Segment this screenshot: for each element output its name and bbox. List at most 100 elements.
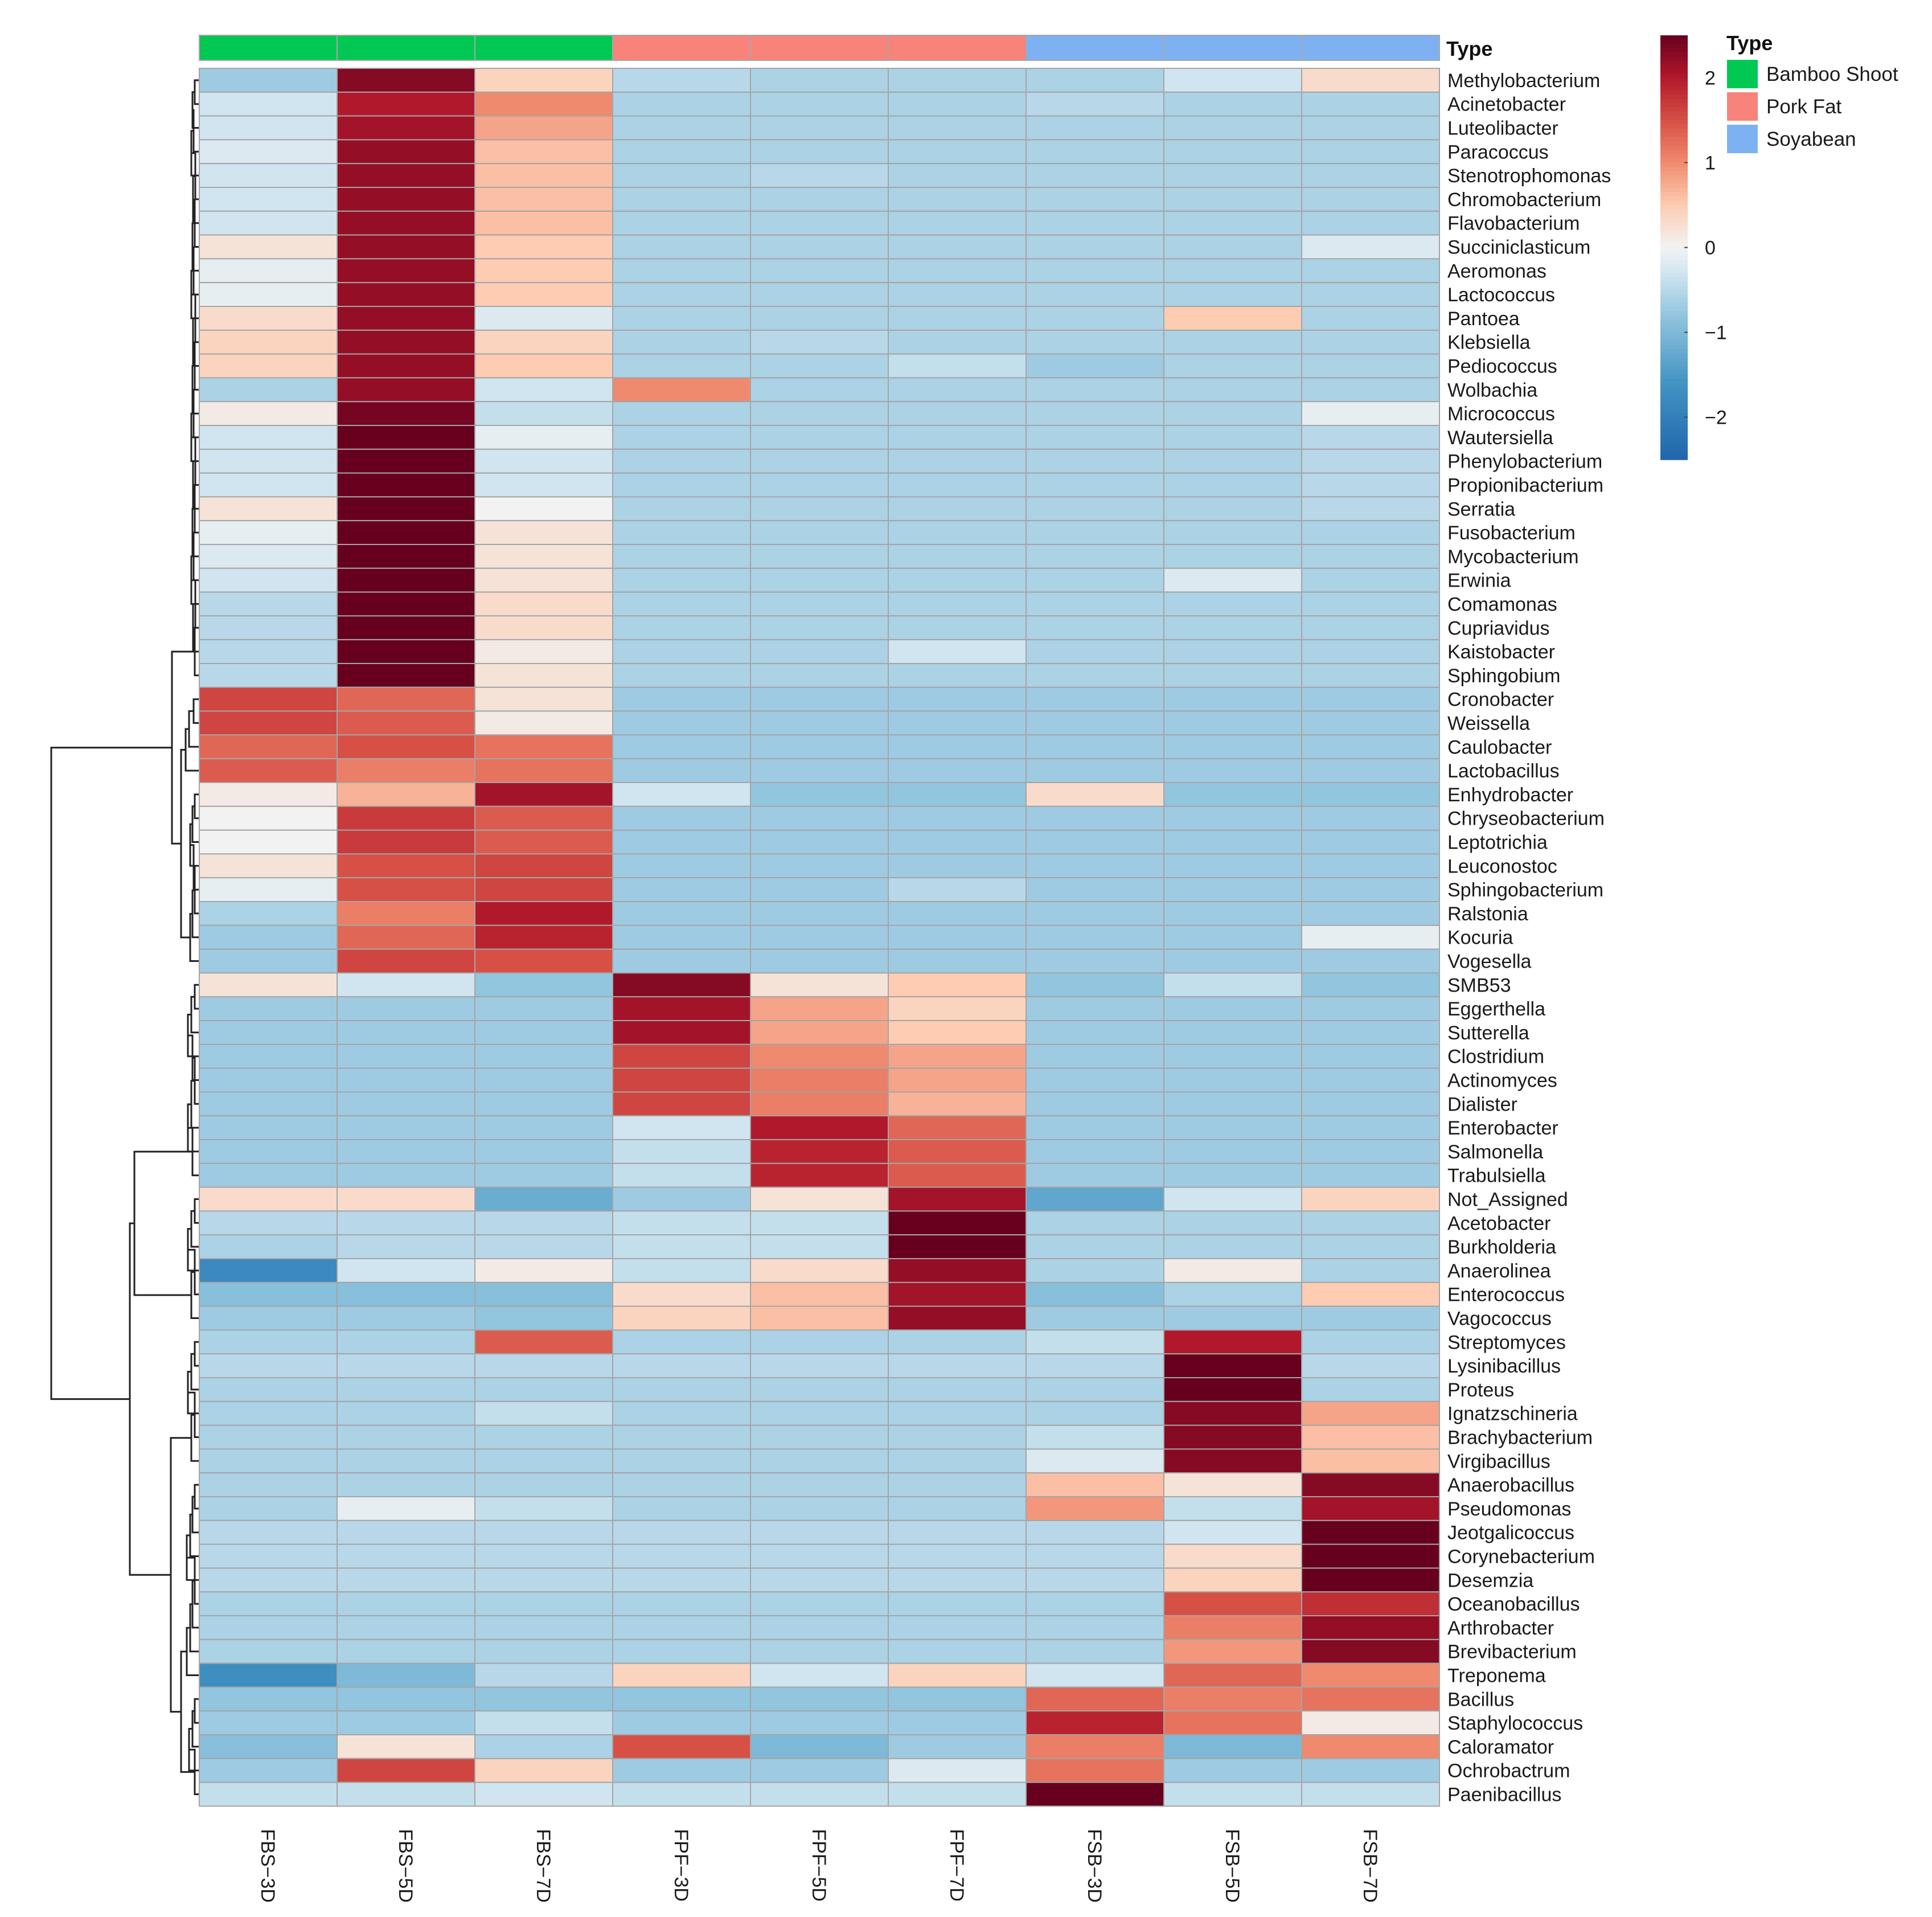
colorbar-segment (1660, 341, 1688, 346)
heatmap-cell (199, 1091, 338, 1117)
heatmap-cell (1026, 1305, 1164, 1331)
heatmap-cell (474, 710, 613, 736)
heatmap-cell (337, 425, 475, 450)
heatmap-cell (337, 924, 475, 950)
heatmap-cell (337, 448, 475, 474)
heatmap-cell (888, 234, 1027, 260)
heatmap-cell (888, 139, 1027, 165)
heatmap-cell (1301, 972, 1440, 998)
row-label: Pantoea (1447, 308, 1520, 330)
heatmap-cell (199, 544, 338, 569)
heatmap-cell (1026, 663, 1164, 688)
annotation-cell (199, 35, 338, 61)
row-label: Staphylococcus (1447, 1713, 1583, 1734)
heatmap-cell (474, 1615, 613, 1640)
heatmap-cell (612, 1067, 751, 1093)
heatmap-cell (337, 163, 475, 189)
colorbar-segment (1660, 69, 1688, 74)
annotation-cell (888, 35, 1027, 61)
heatmap-cell (337, 758, 475, 783)
annotation-cell (1301, 35, 1440, 61)
heatmap-cell (888, 1091, 1027, 1117)
heatmap-cell (612, 1281, 751, 1307)
heatmap-cell (1163, 234, 1302, 260)
heatmap-cell (750, 1591, 889, 1616)
heatmap-cell (750, 1710, 889, 1735)
heatmap-cell (888, 544, 1027, 569)
heatmap-cell (1163, 1091, 1302, 1117)
heatmap-cell (199, 686, 338, 712)
heatmap-cell (612, 924, 751, 950)
color-scale-legend: 2 1 0 −1 −2 (1660, 35, 1727, 460)
colorbar-segment (1660, 391, 1688, 397)
colorbar-segment (1660, 77, 1688, 83)
heatmap-cell (474, 496, 613, 522)
heatmap-cell (474, 520, 613, 546)
row-label: Chromobacterium (1447, 189, 1601, 211)
heatmap-cell (337, 187, 475, 212)
heatmap-cell (337, 1139, 475, 1164)
heatmap-cell (474, 853, 613, 879)
heatmap-cell (888, 1543, 1027, 1569)
heatmap-cell (1026, 639, 1164, 664)
colorbar-segment (1660, 243, 1688, 248)
heatmap-cell (199, 591, 338, 617)
colorbar-segment (1660, 192, 1688, 197)
heatmap-cell (750, 1210, 889, 1236)
heatmap-cell (612, 544, 751, 569)
heatmap-cell (337, 1686, 475, 1712)
heatmap-cell (474, 901, 613, 926)
heatmap-cell (1163, 1067, 1302, 1093)
heatmap-cell (1026, 996, 1164, 1021)
heatmap-cell (337, 115, 475, 141)
colorbar-segment (1660, 358, 1688, 363)
heatmap-cell (337, 1186, 475, 1212)
heatmap-cell (1026, 1567, 1164, 1593)
colorbar-segment (1660, 353, 1688, 358)
heatmap-cell (474, 591, 613, 617)
colorbar-segment (1660, 306, 1688, 312)
heatmap-cell (1163, 401, 1302, 427)
heatmap-cell (474, 377, 613, 403)
heatmap-cell (199, 258, 338, 284)
heatmap-cell (612, 1710, 751, 1735)
heatmap-cell (474, 401, 613, 427)
heatmap-cell (750, 758, 889, 783)
heatmap-cell (1026, 1353, 1164, 1378)
heatmap-cell (474, 1686, 613, 1712)
heatmap-cell (750, 1567, 889, 1593)
heatmap-cell (1163, 996, 1302, 1021)
heatmap-cell (199, 782, 338, 807)
colorbar-segment (1660, 179, 1688, 185)
heatmap-cell (888, 663, 1027, 688)
heatmap-cell (1301, 234, 1440, 260)
row-label: Methylobacterium (1447, 70, 1600, 92)
row-label: Brevibacterium (1447, 1641, 1577, 1663)
heatmap-cell (888, 353, 1027, 379)
heatmap-cell (750, 877, 889, 902)
colorbar-segment (1660, 332, 1688, 337)
colorbar-segment (1660, 345, 1688, 350)
heatmap-cell (199, 1424, 338, 1450)
row-label: Treponema (1447, 1665, 1546, 1687)
colorbar-segment (1660, 319, 1688, 325)
heatmap-cell (337, 734, 475, 760)
heatmap-cell (199, 924, 338, 950)
heatmap-cell (1026, 91, 1164, 117)
column-label: FSB−7D (1359, 1829, 1381, 1902)
heatmap-cell (1026, 591, 1164, 617)
heatmap-cell (612, 353, 751, 379)
heatmap-cell (199, 1662, 338, 1688)
heatmap-cell (888, 567, 1027, 593)
heatmap-cell (888, 1519, 1027, 1545)
heatmap-cell (750, 567, 889, 593)
heatmap-cell (1026, 1091, 1164, 1117)
heatmap-cell (1301, 615, 1440, 641)
heatmap-cell (612, 1043, 751, 1069)
heatmap-cell (199, 91, 338, 117)
colorbar-segment (1660, 285, 1688, 290)
colorbar-segment (1660, 294, 1688, 299)
heatmap-cell (337, 282, 475, 308)
heatmap-cell (750, 329, 889, 355)
heatmap-cell (612, 734, 751, 760)
